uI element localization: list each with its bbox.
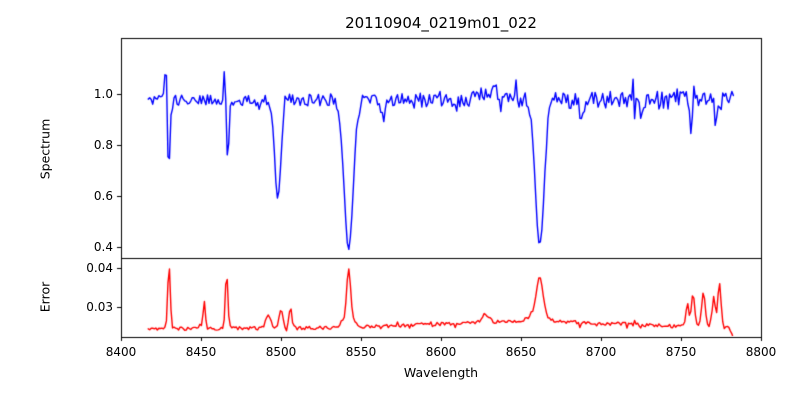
- error-y-axis-label: Error: [37, 281, 53, 313]
- error-y-tick-label: 0.04: [86, 261, 113, 275]
- chart-title: 20110904_0219m01_022: [345, 14, 537, 32]
- x-tick-label: 8400: [105, 345, 137, 359]
- x-axis-label: Wavelength: [403, 365, 479, 380]
- x-tick-label: 8600: [425, 345, 457, 359]
- x-tick-label: 8500: [265, 345, 297, 359]
- error-y-tick-label: 0.03: [86, 300, 113, 314]
- x-tick-label: 8800: [745, 345, 777, 359]
- x-tick-label: 8700: [585, 345, 617, 359]
- spectrum-y-tick-label: 1.0: [93, 87, 113, 101]
- spectrum-y-tick-label: 0.6: [93, 189, 113, 203]
- spectrum-y-tick-label: 0.4: [93, 240, 113, 254]
- x-tick-label: 8450: [185, 345, 217, 359]
- spectrum-y-tick-label: 0.8: [93, 138, 113, 152]
- x-tick-label: 8550: [345, 345, 377, 359]
- x-tick-label: 8650: [505, 345, 537, 359]
- spectrum-y-axis-label: Spectrum: [37, 118, 53, 180]
- x-tick-label: 8750: [665, 345, 697, 359]
